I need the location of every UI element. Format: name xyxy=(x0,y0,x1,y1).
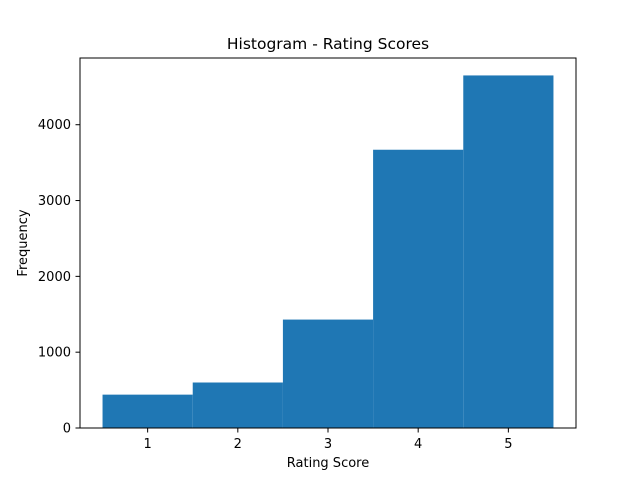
x-axis-label: Rating Score xyxy=(287,456,369,471)
y-axis: 0 1000 2000 3000 4000 xyxy=(38,118,80,437)
y-tick-label: 1000 xyxy=(38,346,71,361)
histogram-bar-2 xyxy=(192,382,283,428)
x-tick-label: 4 xyxy=(414,437,422,452)
histogram-bar-1 xyxy=(102,394,193,428)
x-tick-label: 1 xyxy=(143,437,151,452)
bars-group xyxy=(102,75,554,428)
x-tick-label: 2 xyxy=(234,437,242,452)
y-tick-label: 3000 xyxy=(38,194,71,209)
x-tick-label: 5 xyxy=(504,437,512,452)
histogram-bar-3 xyxy=(282,319,374,428)
chart-title: Histogram - Rating Scores xyxy=(227,35,429,53)
y-tick-label: 0 xyxy=(63,422,71,437)
histogram-bar-4 xyxy=(373,149,464,428)
y-axis-label: Frequency xyxy=(16,209,31,276)
y-tick-label: 4000 xyxy=(38,118,71,133)
y-tick-label: 2000 xyxy=(38,270,71,285)
x-axis: 1 2 3 4 5 xyxy=(143,428,513,452)
histogram-bar-5 xyxy=(463,75,554,428)
x-tick-label: 3 xyxy=(324,437,332,452)
